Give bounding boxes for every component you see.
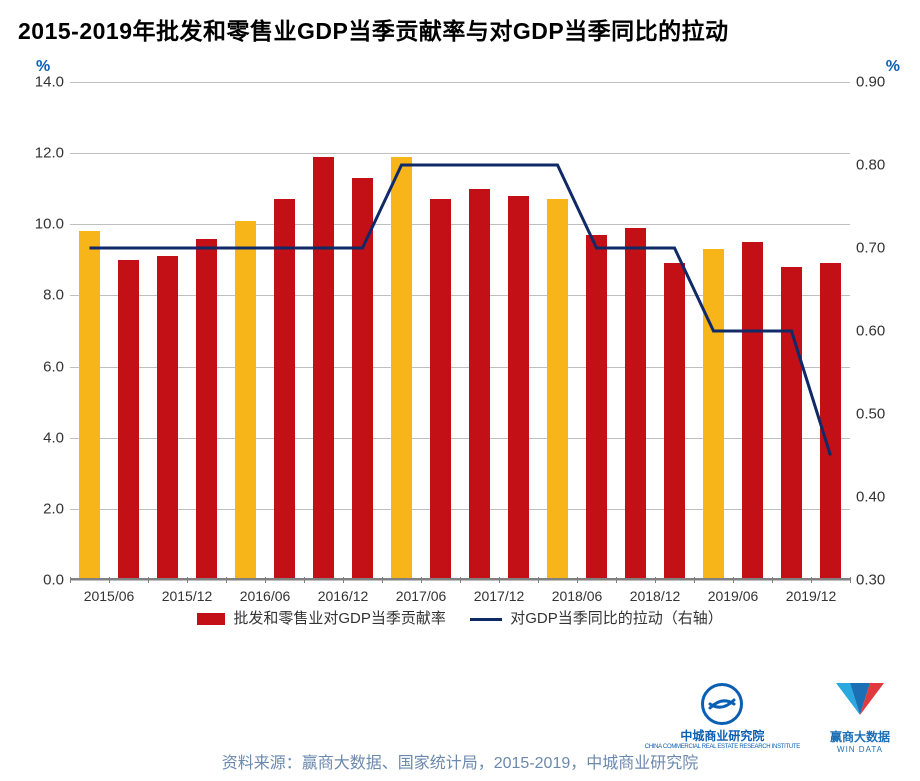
y-right-tick: 0.90 — [856, 74, 898, 91]
x-tick — [850, 577, 851, 583]
y-left-tick: 2.0 — [24, 500, 64, 517]
x-label: 2018/12 — [630, 588, 681, 604]
y-left-tick: 10.0 — [24, 216, 64, 233]
x-label: 2019/06 — [708, 588, 759, 604]
x-label: 2016/06 — [240, 588, 291, 604]
y-left-tick: 6.0 — [24, 358, 64, 375]
legend-line-swatch — [470, 618, 502, 621]
x-label: 2018/06 — [552, 588, 603, 604]
y-right-tick: 0.80 — [856, 157, 898, 174]
line-series — [70, 82, 850, 580]
legend-bar-swatch — [197, 613, 225, 625]
x-axis — [70, 578, 850, 580]
chart-container: % % 0.02.04.06.08.010.012.014.00.300.400… — [18, 56, 902, 636]
x-label: 2017/12 — [474, 588, 525, 604]
x-label: 2016/12 — [318, 588, 369, 604]
logo-institute: 中城商业研究院 CHINA COMMERCIAL REAL ESTATE RES… — [645, 683, 800, 750]
x-label: 2017/06 — [396, 588, 447, 604]
globe-icon — [701, 683, 743, 725]
y-left-tick: 0.0 — [24, 572, 64, 589]
windata-icon — [830, 679, 890, 726]
legend-bar: 批发和零售业对GDP当季贡献率 — [197, 607, 446, 628]
legend-line: 对GDP当季同比的拉动（右轴） — [470, 607, 723, 628]
logo-institute-name: 中城商业研究院 — [645, 727, 800, 744]
line-path — [90, 165, 831, 456]
y-left-tick: 8.0 — [24, 287, 64, 304]
x-label: 2019/12 — [786, 588, 837, 604]
y-right-tick: 0.50 — [856, 406, 898, 423]
y-right-tick: 0.40 — [856, 489, 898, 506]
legend-bar-label: 批发和零售业对GDP当季贡献率 — [233, 610, 446, 627]
footer: 中城商业研究院 CHINA COMMERCIAL REAL ESTATE RES… — [0, 661, 920, 781]
logo-windata-name: 赢商大数据 — [830, 728, 890, 745]
y-left-tick: 12.0 — [24, 145, 64, 162]
chart-title: 2015-2019年批发和零售业GDP当季贡献率与对GDP当季同比的拉动 — [0, 0, 920, 54]
source-text: 资料来源：赢商大数据、国家统计局，2015-2019，中城商业研究院 — [0, 749, 920, 773]
y-right-tick: 0.70 — [856, 240, 898, 257]
logo-windata: 赢商大数据 WIN DATA — [830, 679, 890, 754]
x-label: 2015/06 — [84, 588, 135, 604]
legend: 批发和零售业对GDP当季贡献率 对GDP当季同比的拉动（右轴） — [70, 607, 850, 628]
legend-line-label: 对GDP当季同比的拉动（右轴） — [510, 610, 723, 627]
y-left-tick: 14.0 — [24, 74, 64, 91]
y-right-tick: 0.60 — [856, 323, 898, 340]
x-label: 2015/12 — [162, 588, 213, 604]
logo-row: 中城商业研究院 CHINA COMMERCIAL REAL ESTATE RES… — [645, 679, 890, 754]
plot-area: 0.02.04.06.08.010.012.014.00.300.400.500… — [70, 82, 850, 580]
y-right-tick: 0.30 — [856, 572, 898, 589]
y-left-tick: 4.0 — [24, 429, 64, 446]
